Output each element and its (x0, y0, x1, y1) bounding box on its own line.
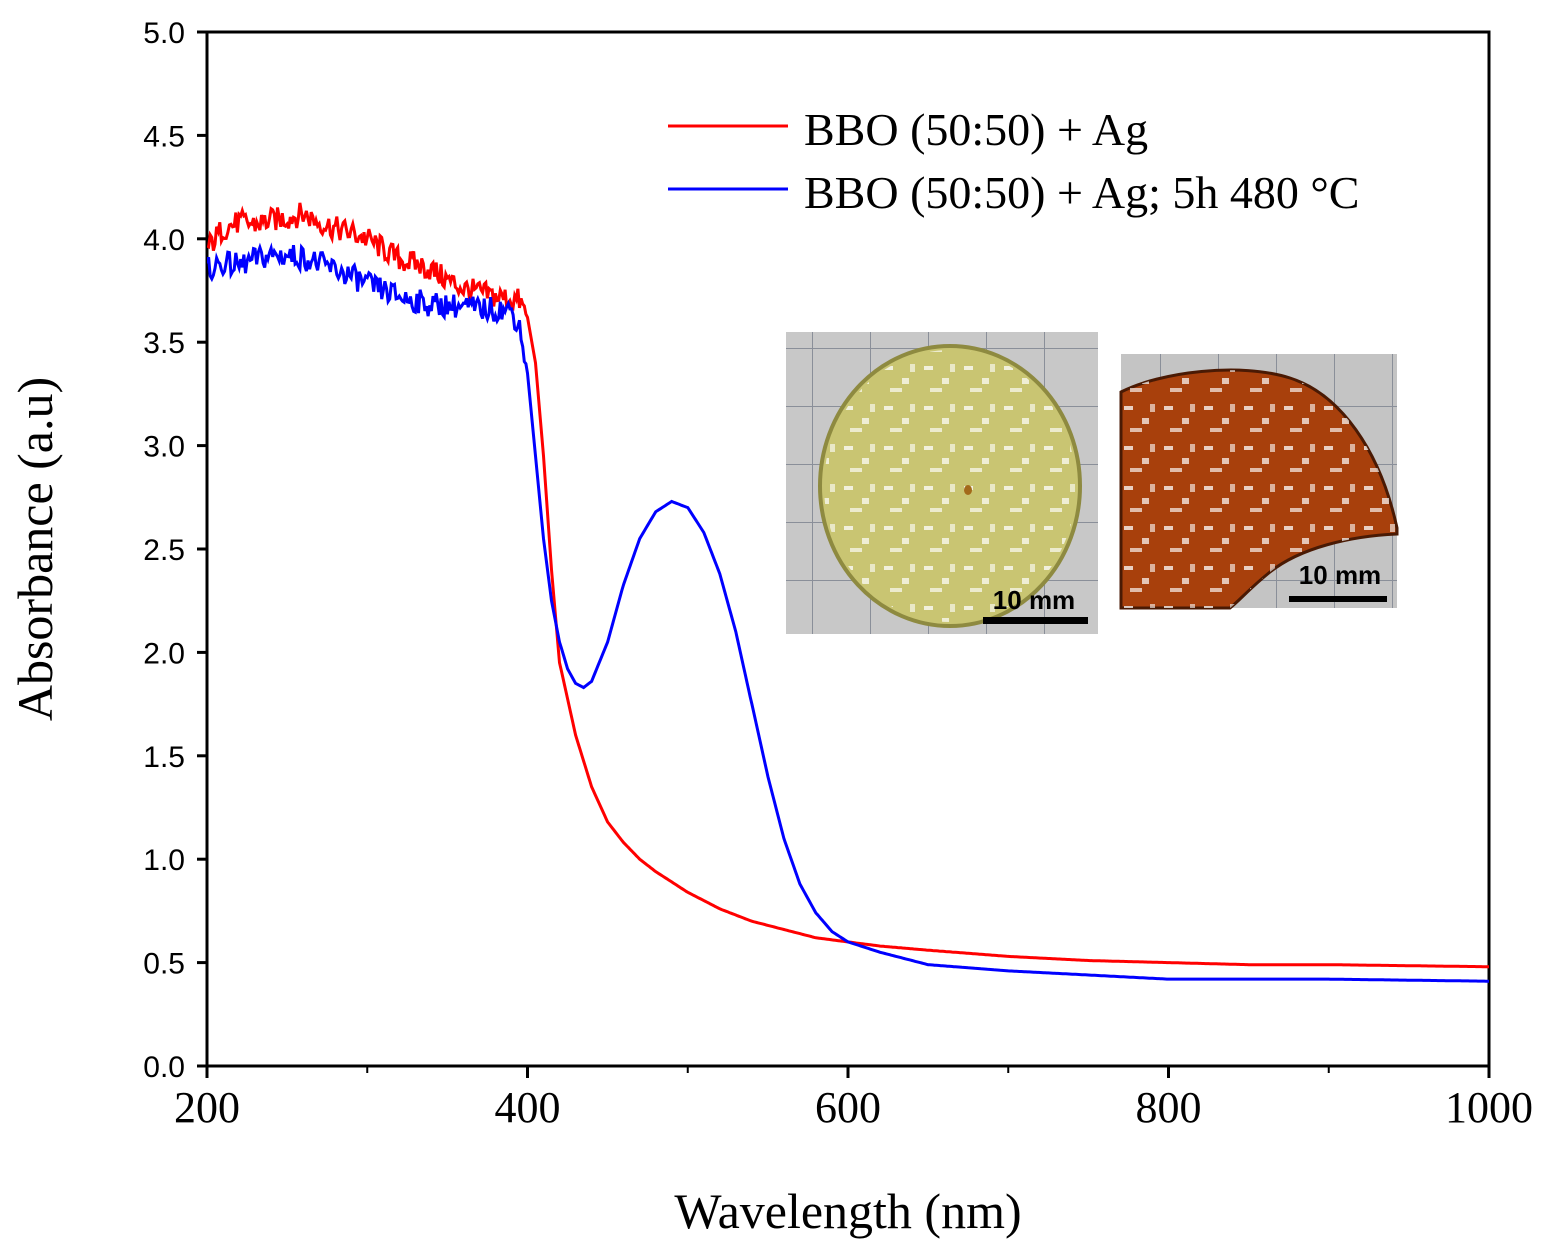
x-tick-label: 200 (174, 1083, 240, 1132)
y-axis-title: Absorbance (a.u) (7, 377, 63, 721)
inset-photo-annealed: 10 mm (1119, 354, 1399, 610)
scale-bar (983, 617, 1088, 624)
scale-bar (1289, 596, 1387, 602)
x-tick-label: 400 (495, 1083, 561, 1132)
x-axis: 200 400 600 800 1000 (174, 1066, 1533, 1132)
y-tick-label: 2.0 (143, 637, 185, 670)
y-tick-label: 0.5 (143, 948, 185, 981)
y-tick-label: 2.5 (143, 534, 185, 567)
legend: BBO (50:50) + Ag BBO (50:50) + Ag; 5h 48… (668, 104, 1359, 218)
scale-label: 10 mm (1299, 560, 1381, 590)
x-axis-title: Wavelength (nm) (674, 1183, 1021, 1239)
scale-label: 10 mm (993, 585, 1075, 615)
y-tick-label: 4.0 (143, 224, 185, 257)
y-tick-label: 5.0 (143, 17, 185, 50)
y-axis: 0.0 0.5 1.0 1.5 2.0 2.5 3.0 3.5 4.0 4.5 5.0 (143, 17, 207, 1084)
x-tick-label: 600 (815, 1083, 881, 1132)
y-tick-label: 3.0 (143, 431, 185, 464)
y-tick-label: 0.0 (143, 1051, 185, 1084)
x-tick-label: 800 (1136, 1083, 1202, 1132)
y-tick-label: 3.5 (143, 327, 185, 360)
x-tick-label: 1000 (1445, 1083, 1533, 1132)
legend-label-bbo-ag-annealed: BBO (50:50) + Ag; 5h 480 °C (804, 167, 1359, 218)
series-line-bbo-ag-annealed (207, 242, 1489, 983)
y-tick-label: 4.5 (143, 120, 185, 153)
legend-label-bbo-ag: BBO (50:50) + Ag (804, 104, 1148, 155)
inset-photo-as-prepared: 10 mm (786, 332, 1098, 634)
y-tick-label: 1.0 (143, 844, 185, 877)
y-tick-label: 1.5 (143, 741, 185, 774)
